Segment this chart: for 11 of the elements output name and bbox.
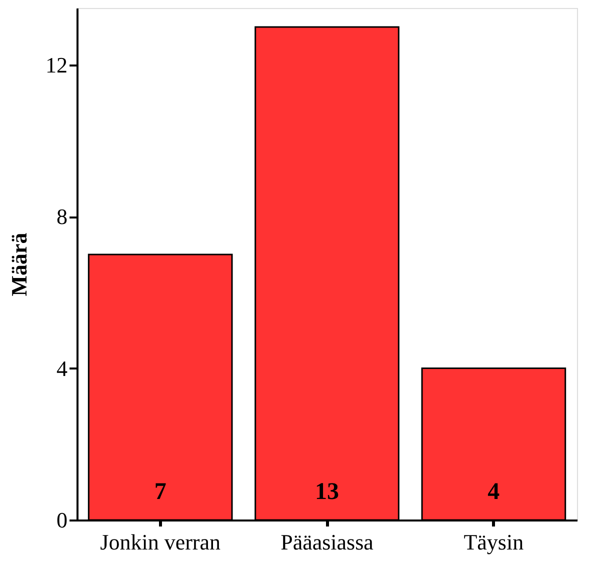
y-tick-label: 4	[56, 356, 68, 381]
data-label: 4	[488, 479, 500, 505]
x-tick-label: Täysin	[464, 530, 524, 554]
y-tick-label: 12	[46, 52, 68, 78]
x-tick-label: Jonkin verran	[100, 530, 221, 554]
data-label: 7	[154, 479, 166, 505]
y-tick-label: 0	[56, 508, 68, 532]
y-axis-title: Määrä	[6, 232, 32, 296]
y-tick-label: 8	[56, 204, 68, 230]
x-tick-label: Pääasiassa	[280, 530, 374, 554]
data-label: 13	[315, 479, 339, 505]
